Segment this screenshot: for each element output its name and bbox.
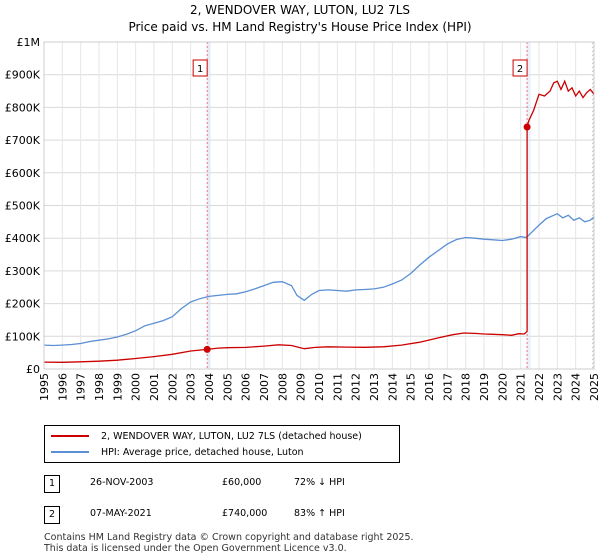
x-tick-label: 2013	[368, 373, 381, 401]
plot-frame	[43, 41, 595, 370]
x-tick-label: 2009	[295, 373, 308, 401]
x-tick-label: 2011	[331, 373, 344, 401]
sale-band	[206, 42, 211, 369]
hpi-series-line	[43, 212, 595, 347]
x-tick-label: 2014	[386, 373, 399, 401]
footer-copyright: Contains HM Land Registry data © Crown c…	[44, 532, 414, 543]
x-tick-label: 2016	[423, 373, 436, 401]
transaction-date: 07-MAY-2021	[90, 508, 152, 519]
y-tick-label: £0	[26, 363, 40, 376]
x-tick-label: 2017	[441, 373, 454, 401]
chart-legend: 2, WENDOVER WAY, LUTON, LU2 7LS (detache…	[44, 425, 400, 463]
x-tick-label: 2023	[551, 373, 564, 401]
y-tick-label: £400K	[5, 232, 41, 245]
x-tick-label: 2005	[221, 373, 234, 401]
y-tick-label: £700K	[5, 134, 41, 147]
x-tick-label: 2001	[148, 373, 161, 401]
x-tick-label: 2024	[570, 373, 583, 401]
sale-band	[526, 42, 531, 369]
x-tick-label: 1998	[93, 373, 106, 401]
price-chart: £0 £100K £200K £300K £400K £500K £600K £700K £80…	[5, 36, 600, 401]
x-tick-label: 2010	[313, 373, 326, 401]
x-tick-label: 2004	[203, 373, 216, 401]
x-tick-label: 2007	[258, 373, 271, 401]
sale-point	[523, 123, 531, 131]
x-tick-label: 1999	[111, 373, 124, 401]
sale-number-box	[512, 59, 528, 77]
y-tick-label: £600K	[5, 167, 41, 180]
x-tick-label: 2022	[533, 373, 546, 401]
footer-licence: This data is licensed under the Open Gov…	[44, 543, 347, 554]
chart-subtitle: Price paid vs. HM Land Registry's House …	[128, 20, 472, 34]
x-tick-label: 2021	[515, 373, 528, 401]
sale-number-label: 1	[197, 64, 203, 75]
x-tick-label: 2012	[350, 373, 363, 401]
y-tick-label: £200K	[5, 298, 41, 311]
chart-title-address: 2, WENDOVER WAY, LUTON, LU2 7LS	[189, 3, 411, 17]
x-tick-label: 2000	[130, 373, 143, 401]
sale-number-label: 2	[517, 64, 523, 75]
legend-item-hpi: HPI: Average price, detached house, Luto…	[51, 445, 304, 459]
x-tick-label: 2002	[166, 373, 179, 401]
transaction-price: £60,000	[222, 477, 262, 488]
y-tick-label: £500K	[5, 200, 41, 213]
sale-point	[203, 345, 211, 353]
x-tick-label: 2008	[276, 373, 289, 401]
x-tick-label: 2019	[478, 373, 491, 401]
transaction-hpi-comparison: 72% ↓ HPI	[294, 477, 345, 488]
y-tick-label: £300K	[5, 265, 41, 278]
legend-hpi-swatch	[51, 451, 89, 453]
legend-item-property: 2, WENDOVER WAY, LUTON, LU2 7LS (detache…	[51, 429, 362, 443]
transaction-number-badge: 1	[44, 475, 60, 493]
legend-hpi-label: HPI: Average price, detached house, Luto…	[101, 446, 304, 458]
legend-property-swatch	[51, 435, 89, 437]
transaction-number-badge: 2	[44, 506, 60, 524]
transaction-price: £740,000	[222, 508, 268, 519]
y-tick-label: £1M	[17, 36, 41, 49]
sale-number-box	[192, 59, 208, 77]
transaction-hpi-comparison: 83% ↑ HPI	[294, 508, 345, 519]
x-tick-label: 2025	[588, 373, 600, 401]
y-tick-label: £100K	[5, 330, 41, 343]
property-series-line	[43, 79, 595, 363]
x-tick-label: 1997	[75, 373, 88, 401]
x-tick-label: 1995	[38, 373, 51, 401]
y-tick-label: £900K	[5, 69, 41, 82]
x-tick-label: 2006	[240, 373, 253, 401]
legend-property-label: 2, WENDOVER WAY, LUTON, LU2 7LS (detache…	[101, 430, 362, 442]
x-tick-label: 1996	[56, 373, 69, 401]
x-tick-label: 2003	[185, 373, 198, 401]
transaction-date: 26-NOV-2003	[90, 477, 154, 488]
x-tick-label: 2015	[405, 373, 418, 401]
x-tick-label: 2020	[496, 373, 509, 401]
x-tick-label: 2018	[460, 373, 473, 401]
y-tick-label: £800K	[5, 101, 41, 114]
